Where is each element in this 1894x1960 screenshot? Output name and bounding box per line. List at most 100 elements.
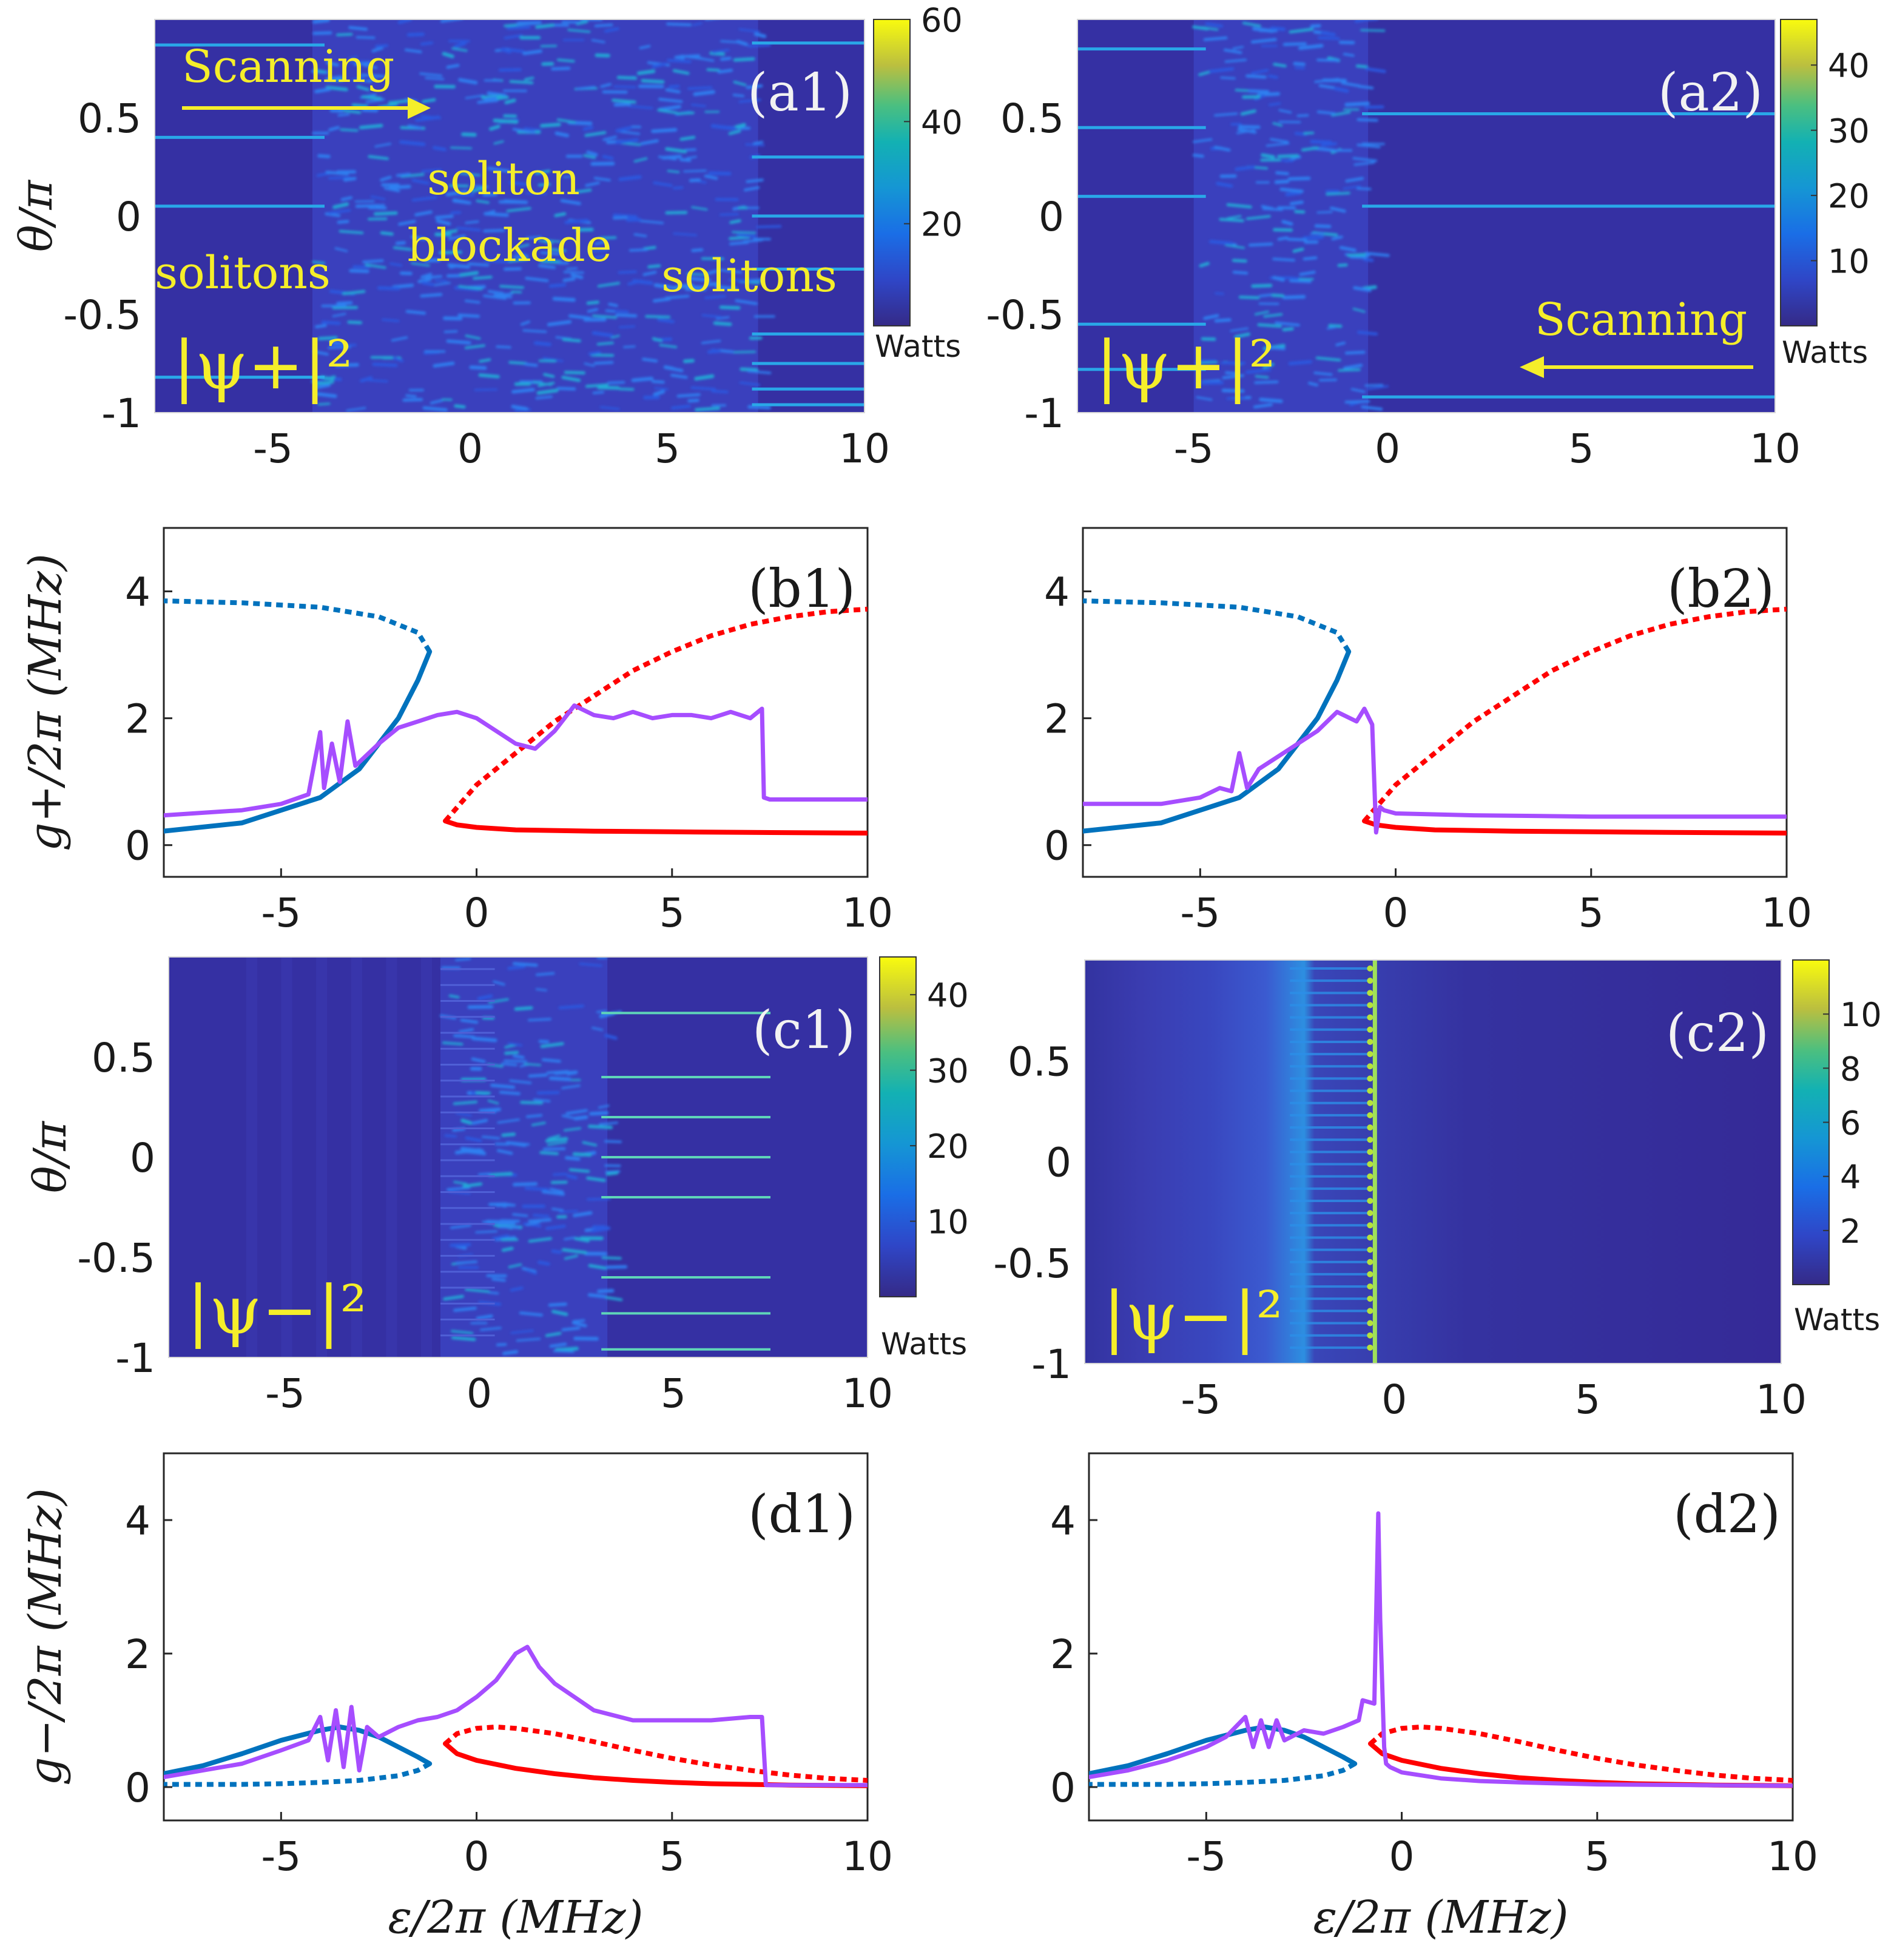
field-label: |ψ−|² xyxy=(187,1271,367,1349)
chaos-streak xyxy=(1192,154,1204,158)
chaos-streak xyxy=(504,1050,519,1055)
colorbar-tick-label: 30 xyxy=(1828,112,1870,150)
chaos-streak xyxy=(1289,200,1304,206)
chaos-streak xyxy=(480,1326,502,1331)
chaos-streak xyxy=(1287,238,1307,242)
chaos-streak xyxy=(1274,179,1290,184)
chaos-streak xyxy=(382,319,400,322)
chaos-streak xyxy=(465,94,485,100)
fringe-dot xyxy=(1367,965,1373,972)
chaos-streak xyxy=(1279,188,1304,193)
chaos-streak xyxy=(1320,31,1336,36)
chaos-streak xyxy=(618,387,635,391)
axes-frame xyxy=(1084,959,1782,1364)
chaos-streak xyxy=(516,243,530,249)
y-tick-label: 2 xyxy=(1044,696,1070,743)
chaos-streak xyxy=(500,1063,517,1066)
chaos-streak xyxy=(411,178,430,185)
chaos-streak xyxy=(571,1321,587,1328)
x-tick-label: 0 xyxy=(457,425,483,472)
chaos-streak xyxy=(1288,360,1312,365)
chaos-streak xyxy=(608,302,618,307)
chaos-streak xyxy=(690,386,716,391)
fringe-dot xyxy=(1367,1002,1373,1009)
chaos-streak xyxy=(1331,110,1351,117)
chaos-streak xyxy=(329,109,344,113)
chaos-streak xyxy=(1237,128,1257,134)
chaos-streak xyxy=(497,1118,520,1124)
fringe-dot xyxy=(1367,1344,1373,1351)
chaos-streak xyxy=(732,93,744,98)
chaos-streak xyxy=(1362,285,1377,290)
chaos-streak xyxy=(588,351,601,356)
chaos-streak xyxy=(368,217,388,221)
chaos-streak xyxy=(582,1141,598,1147)
chaos-streak xyxy=(605,1170,621,1174)
chaos-streak xyxy=(717,349,734,354)
y-tick-label: 0 xyxy=(1044,823,1070,870)
chaos-streak xyxy=(694,374,715,381)
x-tick-label: -5 xyxy=(1174,425,1214,472)
chaos-streak xyxy=(1213,146,1231,152)
chaos-streak xyxy=(613,103,631,107)
chaos-streak xyxy=(658,98,683,103)
chaos-streak xyxy=(312,19,330,24)
chaos-streak xyxy=(1335,342,1346,346)
chaos-streak xyxy=(1192,25,1209,31)
chaos-streak xyxy=(1364,384,1384,387)
chaos-streak xyxy=(377,286,400,291)
chaos-streak xyxy=(1350,388,1366,393)
chaos-streak xyxy=(670,374,688,379)
chaos-streak xyxy=(691,248,704,252)
chaos-streak xyxy=(454,1148,482,1155)
chaos-streak xyxy=(588,248,608,253)
chaos-streak xyxy=(560,199,581,205)
chaos-streak xyxy=(421,281,434,286)
chaos-streak xyxy=(575,188,592,194)
chaos-streak xyxy=(618,175,642,181)
chaos-streak xyxy=(328,209,351,214)
chaos-streak xyxy=(451,1330,474,1334)
plot-body xyxy=(164,1644,868,1788)
chaos-streak xyxy=(465,1288,490,1293)
chaos-streak xyxy=(1345,177,1364,183)
chaos-streak xyxy=(506,1141,530,1146)
chaos-streak xyxy=(540,259,562,264)
chaos-streak xyxy=(615,313,638,318)
chaos-streak xyxy=(346,407,366,412)
chaos-streak xyxy=(1265,142,1290,147)
chaos-streak xyxy=(673,232,697,237)
panel-c1: 10 20 30 40 Watts |ψ−|² -5 0 5 10 -1 -0.5 0 0.5 (c1) θ/… xyxy=(24,956,969,1417)
chaos-streak xyxy=(334,247,348,252)
fringe-dot xyxy=(1367,1320,1373,1326)
chaos-streak xyxy=(647,264,661,269)
chaos-streak xyxy=(476,1314,493,1320)
chaos-streak xyxy=(575,228,594,232)
chaos-streak xyxy=(636,69,656,75)
chaos-streak xyxy=(325,75,343,81)
chaos-streak xyxy=(1248,89,1270,93)
chaos-streak xyxy=(1205,22,1223,28)
chaos-streak xyxy=(572,1319,585,1323)
chaos-streak xyxy=(317,154,331,158)
chaos-streak xyxy=(494,1235,516,1242)
chaos-streak xyxy=(740,367,758,372)
chaos-streak xyxy=(686,272,707,276)
chaos-streak xyxy=(1223,49,1242,54)
fringe-dot xyxy=(1367,1051,1373,1058)
chaos-streak xyxy=(675,283,693,289)
chaos-streak xyxy=(371,46,384,53)
chaos-streak xyxy=(493,118,519,124)
chaos-streak xyxy=(595,240,607,246)
panel-label: (c1) xyxy=(752,1000,855,1061)
series-red-unstable xyxy=(1369,1725,1793,1783)
chaos-streak xyxy=(522,329,547,333)
chaos-streak xyxy=(519,1311,544,1317)
chaos-streak xyxy=(446,64,460,69)
chaos-streak xyxy=(469,365,487,370)
chaos-streak xyxy=(1203,36,1228,41)
chaos-streak xyxy=(585,181,600,187)
chaos-streak xyxy=(532,1214,550,1218)
chaos-streak xyxy=(488,1172,513,1177)
axes-frame xyxy=(1077,19,1776,413)
